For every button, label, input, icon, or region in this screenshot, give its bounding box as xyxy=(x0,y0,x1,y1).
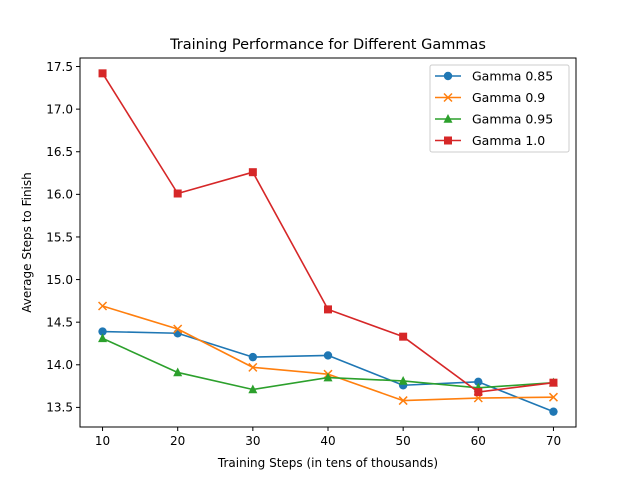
plot-area xyxy=(98,69,558,416)
series-gamma-1-0 xyxy=(98,69,558,397)
legend-label: Gamma 0.85 xyxy=(472,69,553,84)
legend: Gamma 0.85 Gamma 0.9 Gamma 0.95 Gamma 1.0 xyxy=(429,64,570,153)
x-tick-label: 10 xyxy=(95,434,110,448)
data-point xyxy=(173,189,182,198)
legend-marker xyxy=(443,92,453,103)
data-point xyxy=(323,351,333,360)
y-tick-label: 16.0 xyxy=(46,188,73,202)
data-point xyxy=(398,396,408,406)
data-point xyxy=(248,384,258,394)
series-line xyxy=(102,330,554,413)
y-tick-label: 17.5 xyxy=(46,60,73,74)
axes: 10 20 30 40 50 60 70 13.5 14.0 14.5 15.0 15.5 16.0 16… xyxy=(46,60,561,448)
x-tick-label: 60 xyxy=(471,434,486,448)
y-tick-label: 14.0 xyxy=(46,358,73,372)
legend-box xyxy=(429,64,570,153)
data-point xyxy=(248,352,258,362)
legend-entry: Gamma 0.85 xyxy=(435,69,553,84)
y-tick-label: 17.0 xyxy=(46,102,73,116)
y-tick-label: 15.0 xyxy=(46,273,73,287)
data-point xyxy=(98,301,108,311)
legend-marker xyxy=(443,114,453,123)
x-axis-label: Training Steps (in tens of thousands) xyxy=(217,456,438,470)
legend-label: Gamma 1.0 xyxy=(472,133,545,148)
data-point xyxy=(98,333,108,343)
data-point xyxy=(248,362,258,372)
x-tick-label: 70 xyxy=(546,434,561,448)
x-tick-label: 50 xyxy=(396,434,411,448)
chart-title: Training Performance for Different Gamma… xyxy=(169,37,486,53)
data-point xyxy=(549,407,558,416)
y-tick-label: 13.5 xyxy=(46,401,73,415)
y-tick-label: 15.5 xyxy=(46,230,73,244)
y-axis-label: Average Steps to Finish xyxy=(20,172,34,313)
y-tick-label: 16.5 xyxy=(46,145,73,159)
legend-entry: Gamma 1.0 xyxy=(435,133,545,148)
data-point xyxy=(324,305,332,314)
series-line xyxy=(102,337,554,391)
legend-label: Gamma 0.9 xyxy=(472,90,545,105)
y-tick-label: 14.5 xyxy=(46,315,73,329)
data-point xyxy=(474,377,483,387)
legend-marker xyxy=(444,136,452,145)
data-point xyxy=(548,392,558,402)
series-gamma-0-85 xyxy=(98,327,558,416)
x-tick-label: 40 xyxy=(320,434,335,448)
legend-label: Gamma 0.95 xyxy=(472,112,553,127)
data-point xyxy=(98,327,107,336)
legend-entry: Gamma 0.95 xyxy=(435,112,553,127)
data-point xyxy=(398,375,408,385)
data-point xyxy=(98,69,107,78)
data-point xyxy=(173,367,183,377)
x-tick-label: 30 xyxy=(245,434,260,448)
x-tick-label: 20 xyxy=(170,434,185,448)
data-point xyxy=(474,388,483,397)
legend-entry: Gamma 0.9 xyxy=(435,90,545,105)
data-point xyxy=(323,372,333,382)
data-point xyxy=(248,168,257,177)
data-point xyxy=(549,378,558,387)
series-gamma-0-95 xyxy=(98,333,558,394)
data-point xyxy=(173,324,183,334)
legend-marker xyxy=(443,71,453,81)
data-point xyxy=(399,332,408,341)
